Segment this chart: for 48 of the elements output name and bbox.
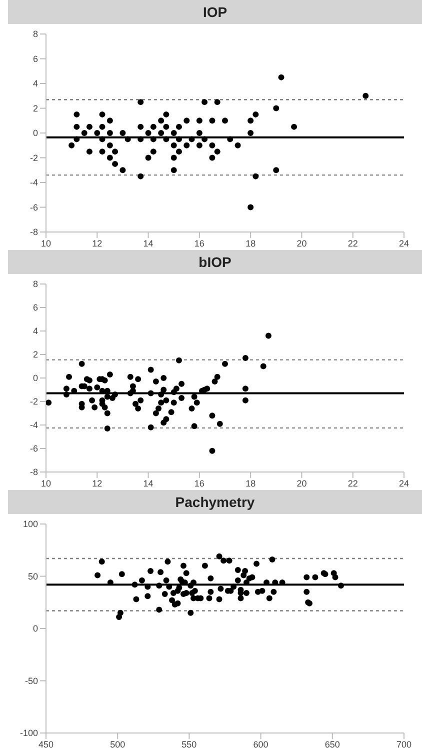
x-tick-label: 22 (348, 478, 358, 488)
x-tick-label: 14 (143, 478, 154, 488)
x-tick-label: 10 (40, 238, 52, 248)
y-tick-label: -6 (30, 202, 38, 212)
y-tick-label: -6 (30, 444, 38, 454)
y-tick-label: -50 (24, 676, 38, 686)
y-tick-label: 6 (32, 54, 38, 64)
y-tick-label: -2 (30, 152, 38, 163)
y-tick-label: 8 (32, 279, 38, 290)
x-tick-label: 700 (396, 739, 412, 750)
y-tick-label: -4 (30, 420, 38, 430)
x-tick-label: 24 (398, 238, 410, 248)
x-tick-label: 20 (296, 238, 307, 248)
x-tick-label: 650 (324, 739, 340, 750)
chart-title: IOP (8, 0, 422, 24)
x-tick-label: 14 (143, 238, 154, 248)
y-tick-label: 0 (32, 373, 38, 384)
y-tick-label: -8 (30, 227, 38, 238)
x-tick-label: 500 (110, 739, 126, 750)
y-tick-label: 50 (28, 571, 38, 582)
chart-title: bIOP (8, 250, 422, 274)
x-tick-label: 16 (194, 238, 204, 248)
y-tick-label: 4 (32, 326, 38, 336)
y-tick-label: 100 (22, 519, 38, 530)
y-tick-label: 8 (32, 29, 38, 40)
chart-title: Pachymetry (8, 490, 422, 514)
y-tick-label: -8 (30, 467, 38, 478)
x-tick-label: 24 (398, 478, 410, 488)
y-tick-label: 2 (32, 350, 38, 360)
x-tick-label: 20 (296, 478, 307, 488)
y-tick-label: -100 (20, 728, 38, 738)
x-tick-label: 16 (194, 478, 204, 488)
y-tick-label: -4 (30, 178, 38, 188)
x-tick-label: 22 (348, 238, 358, 248)
y-tick-label: 2 (32, 103, 38, 114)
y-tick-label: -2 (30, 396, 38, 407)
x-tick-label: 550 (182, 739, 197, 750)
x-tick-label: 12 (92, 478, 102, 488)
x-tick-label: 600 (253, 739, 268, 750)
y-tick-label: 4 (32, 78, 38, 89)
x-tick-label: 18 (246, 238, 256, 248)
y-tick-label: 6 (32, 302, 38, 313)
x-tick-label: 18 (246, 478, 256, 488)
x-tick-label: 450 (38, 739, 54, 750)
y-tick-label: 0 (32, 624, 38, 634)
x-tick-label: 12 (92, 238, 102, 248)
x-tick-label: 10 (40, 478, 52, 488)
y-tick-label: 0 (32, 128, 38, 138)
